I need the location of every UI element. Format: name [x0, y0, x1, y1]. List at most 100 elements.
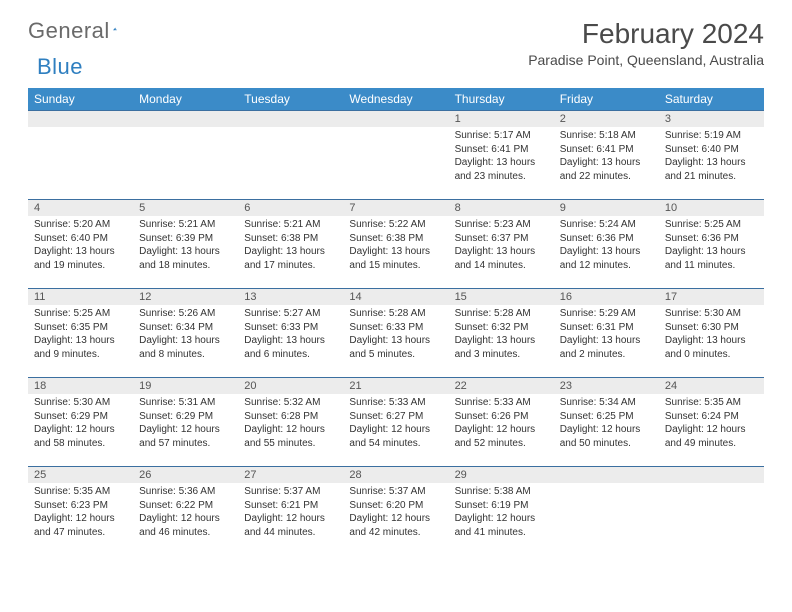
- calendar-day-cell: 22Sunrise: 5:33 AMSunset: 6:26 PMDayligh…: [449, 378, 554, 467]
- calendar-week-row: 18Sunrise: 5:30 AMSunset: 6:29 PMDayligh…: [28, 378, 764, 467]
- sunrise-line: Sunrise: 5:19 AM: [665, 129, 758, 143]
- sunset-line: Sunset: 6:40 PM: [34, 232, 127, 246]
- calendar-day-cell: 29Sunrise: 5:38 AMSunset: 6:19 PMDayligh…: [449, 467, 554, 556]
- weekday-header: Thursday: [449, 88, 554, 111]
- brand-sail-icon: [113, 20, 117, 38]
- day-details: Sunrise: 5:21 AMSunset: 6:38 PMDaylight:…: [238, 216, 343, 276]
- sunset-line: Sunset: 6:28 PM: [244, 410, 337, 424]
- calendar-day-cell: 18Sunrise: 5:30 AMSunset: 6:29 PMDayligh…: [28, 378, 133, 467]
- daylight-line: Daylight: 13 hours and 18 minutes.: [139, 245, 232, 272]
- day-details: Sunrise: 5:18 AMSunset: 6:41 PMDaylight:…: [554, 127, 659, 187]
- daylight-line: Daylight: 13 hours and 6 minutes.: [244, 334, 337, 361]
- day-number: 22: [449, 378, 554, 394]
- sunset-line: Sunset: 6:41 PM: [455, 143, 548, 157]
- day-number: 14: [343, 289, 448, 305]
- calendar-week-row: 25Sunrise: 5:35 AMSunset: 6:23 PMDayligh…: [28, 467, 764, 556]
- day-details: Sunrise: 5:19 AMSunset: 6:40 PMDaylight:…: [659, 127, 764, 187]
- calendar-day-cell: 23Sunrise: 5:34 AMSunset: 6:25 PMDayligh…: [554, 378, 659, 467]
- sunrise-line: Sunrise: 5:17 AM: [455, 129, 548, 143]
- day-details: Sunrise: 5:35 AMSunset: 6:24 PMDaylight:…: [659, 394, 764, 454]
- weekday-header: Tuesday: [238, 88, 343, 111]
- daylight-line: Daylight: 13 hours and 0 minutes.: [665, 334, 758, 361]
- day-details: Sunrise: 5:25 AMSunset: 6:35 PMDaylight:…: [28, 305, 133, 365]
- calendar-page: General February 2024 Paradise Point, Qu…: [0, 0, 792, 573]
- sunrise-line: Sunrise: 5:32 AM: [244, 396, 337, 410]
- sunset-line: Sunset: 6:22 PM: [139, 499, 232, 513]
- sunrise-line: Sunrise: 5:23 AM: [455, 218, 548, 232]
- day-details: Sunrise: 5:34 AMSunset: 6:25 PMDaylight:…: [554, 394, 659, 454]
- day-number: 19: [133, 378, 238, 394]
- sunset-line: Sunset: 6:25 PM: [560, 410, 653, 424]
- day-details: Sunrise: 5:28 AMSunset: 6:32 PMDaylight:…: [449, 305, 554, 365]
- day-number: 25: [28, 467, 133, 483]
- day-details: Sunrise: 5:20 AMSunset: 6:40 PMDaylight:…: [28, 216, 133, 276]
- brand-logo: General: [28, 18, 135, 44]
- day-number: 28: [343, 467, 448, 483]
- day-details: Sunrise: 5:23 AMSunset: 6:37 PMDaylight:…: [449, 216, 554, 276]
- calendar-table: Sunday Monday Tuesday Wednesday Thursday…: [28, 88, 764, 555]
- daylight-line: Daylight: 12 hours and 52 minutes.: [455, 423, 548, 450]
- sunset-line: Sunset: 6:41 PM: [560, 143, 653, 157]
- calendar-day-cell: 11Sunrise: 5:25 AMSunset: 6:35 PMDayligh…: [28, 289, 133, 378]
- day-number: 17: [659, 289, 764, 305]
- sunrise-line: Sunrise: 5:38 AM: [455, 485, 548, 499]
- calendar-day-cell: [659, 467, 764, 556]
- brand-part1: General: [28, 18, 110, 44]
- calendar-day-cell: 7Sunrise: 5:22 AMSunset: 6:38 PMDaylight…: [343, 200, 448, 289]
- day-number: 21: [343, 378, 448, 394]
- day-number: 27: [238, 467, 343, 483]
- sunrise-line: Sunrise: 5:18 AM: [560, 129, 653, 143]
- sunrise-line: Sunrise: 5:20 AM: [34, 218, 127, 232]
- day-details: Sunrise: 5:27 AMSunset: 6:33 PMDaylight:…: [238, 305, 343, 365]
- daylight-line: Daylight: 12 hours and 50 minutes.: [560, 423, 653, 450]
- day-details: Sunrise: 5:24 AMSunset: 6:36 PMDaylight:…: [554, 216, 659, 276]
- day-number: 29: [449, 467, 554, 483]
- day-details: Sunrise: 5:33 AMSunset: 6:26 PMDaylight:…: [449, 394, 554, 454]
- sunrise-line: Sunrise: 5:37 AM: [244, 485, 337, 499]
- day-details: Sunrise: 5:35 AMSunset: 6:23 PMDaylight:…: [28, 483, 133, 543]
- calendar-day-cell: 20Sunrise: 5:32 AMSunset: 6:28 PMDayligh…: [238, 378, 343, 467]
- calendar-day-cell: 9Sunrise: 5:24 AMSunset: 6:36 PMDaylight…: [554, 200, 659, 289]
- month-title: February 2024: [528, 18, 764, 50]
- day-details: Sunrise: 5:38 AMSunset: 6:19 PMDaylight:…: [449, 483, 554, 543]
- sunset-line: Sunset: 6:36 PM: [560, 232, 653, 246]
- calendar-day-cell: 6Sunrise: 5:21 AMSunset: 6:38 PMDaylight…: [238, 200, 343, 289]
- calendar-day-cell: 14Sunrise: 5:28 AMSunset: 6:33 PMDayligh…: [343, 289, 448, 378]
- sunrise-line: Sunrise: 5:33 AM: [455, 396, 548, 410]
- daylight-line: Daylight: 13 hours and 21 minutes.: [665, 156, 758, 183]
- daylight-line: Daylight: 12 hours and 42 minutes.: [349, 512, 442, 539]
- weekday-header: Monday: [133, 88, 238, 111]
- sunset-line: Sunset: 6:20 PM: [349, 499, 442, 513]
- day-details: Sunrise: 5:22 AMSunset: 6:38 PMDaylight:…: [343, 216, 448, 276]
- daylight-line: Daylight: 13 hours and 5 minutes.: [349, 334, 442, 361]
- day-number: 10: [659, 200, 764, 216]
- daylight-line: Daylight: 12 hours and 57 minutes.: [139, 423, 232, 450]
- calendar-day-cell: 5Sunrise: 5:21 AMSunset: 6:39 PMDaylight…: [133, 200, 238, 289]
- calendar-day-cell: [554, 467, 659, 556]
- day-number: 8: [449, 200, 554, 216]
- sunset-line: Sunset: 6:24 PM: [665, 410, 758, 424]
- sunset-line: Sunset: 6:19 PM: [455, 499, 548, 513]
- daylight-line: Daylight: 13 hours and 17 minutes.: [244, 245, 337, 272]
- day-number: 12: [133, 289, 238, 305]
- sunset-line: Sunset: 6:23 PM: [34, 499, 127, 513]
- daylight-line: Daylight: 12 hours and 41 minutes.: [455, 512, 548, 539]
- sunset-line: Sunset: 6:21 PM: [244, 499, 337, 513]
- daylight-line: Daylight: 13 hours and 19 minutes.: [34, 245, 127, 272]
- day-details: Sunrise: 5:28 AMSunset: 6:33 PMDaylight:…: [343, 305, 448, 365]
- calendar-day-cell: 24Sunrise: 5:35 AMSunset: 6:24 PMDayligh…: [659, 378, 764, 467]
- day-number: 13: [238, 289, 343, 305]
- daylight-line: Daylight: 12 hours and 55 minutes.: [244, 423, 337, 450]
- sunset-line: Sunset: 6:38 PM: [349, 232, 442, 246]
- sunrise-line: Sunrise: 5:21 AM: [244, 218, 337, 232]
- day-details: Sunrise: 5:21 AMSunset: 6:39 PMDaylight:…: [133, 216, 238, 276]
- calendar-day-cell: 2Sunrise: 5:18 AMSunset: 6:41 PMDaylight…: [554, 111, 659, 200]
- calendar-day-cell: 12Sunrise: 5:26 AMSunset: 6:34 PMDayligh…: [133, 289, 238, 378]
- day-number: 26: [133, 467, 238, 483]
- sunrise-line: Sunrise: 5:28 AM: [349, 307, 442, 321]
- calendar-day-cell: 16Sunrise: 5:29 AMSunset: 6:31 PMDayligh…: [554, 289, 659, 378]
- sunrise-line: Sunrise: 5:21 AM: [139, 218, 232, 232]
- daylight-line: Daylight: 12 hours and 44 minutes.: [244, 512, 337, 539]
- day-number: 7: [343, 200, 448, 216]
- daylight-line: Daylight: 13 hours and 2 minutes.: [560, 334, 653, 361]
